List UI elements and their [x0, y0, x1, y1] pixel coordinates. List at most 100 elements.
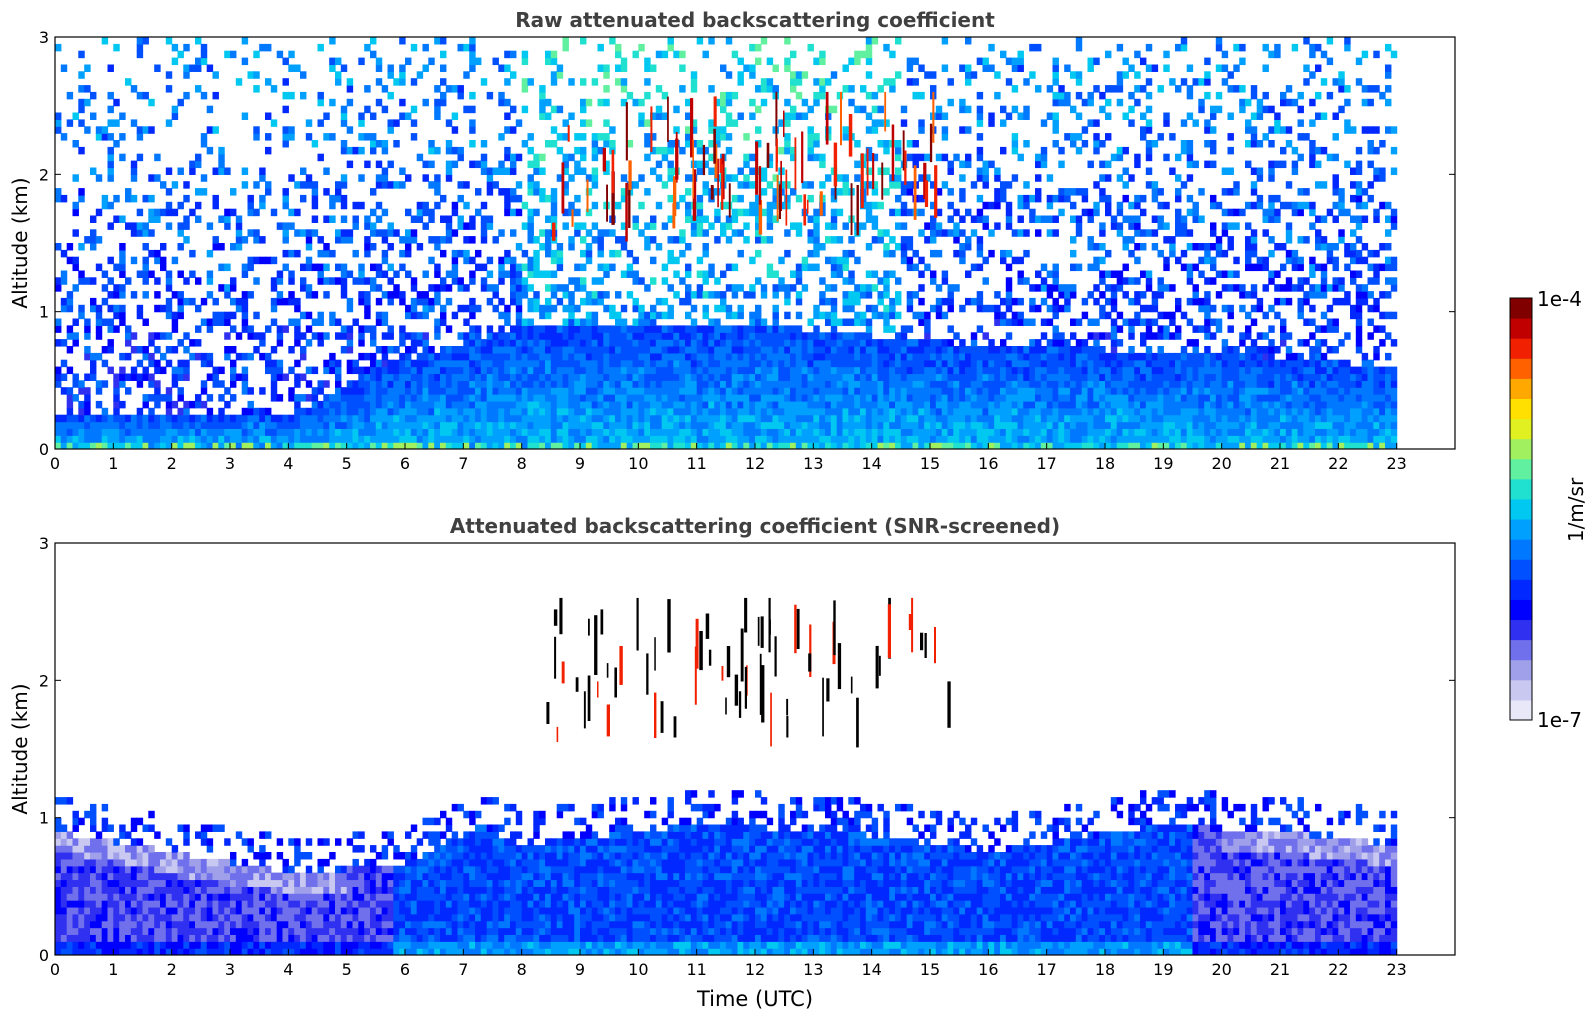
- heatmap-cell: [358, 339, 365, 347]
- heatmap-cell: [714, 407, 721, 416]
- heatmap-cell: [982, 304, 989, 313]
- heatmap-cell: [545, 332, 552, 340]
- heatmap-cell: [498, 442, 505, 449]
- heatmap-cell: [183, 407, 190, 416]
- heatmap-cell: [825, 414, 832, 423]
- heatmap-cell: [603, 407, 610, 416]
- heatmap-cell: [731, 359, 739, 368]
- heatmap-cell: [189, 428, 196, 436]
- heatmap-cell: [813, 222, 820, 230]
- heatmap-cell: [113, 263, 120, 272]
- heatmap-cell: [865, 359, 873, 368]
- heatmap-cell: [416, 400, 424, 409]
- heatmap-cell: [836, 346, 844, 354]
- heatmap-cell: [480, 394, 488, 402]
- heatmap-cell: [889, 380, 896, 388]
- heatmap-cell: [393, 346, 400, 354]
- heatmap-cell: [527, 284, 534, 292]
- heatmap-cell: [685, 311, 692, 320]
- heatmap-cell: [1040, 435, 1048, 443]
- heatmap-cell: [1046, 366, 1054, 375]
- heatmap-cell: [895, 174, 902, 182]
- heatmap-cell: [1064, 194, 1071, 203]
- heatmap-cell: [364, 215, 371, 223]
- heatmap-cell: [708, 407, 715, 416]
- heatmap-cell: [66, 346, 74, 354]
- heatmap-cell: [947, 98, 954, 107]
- heatmap-cell: [807, 352, 814, 361]
- heatmap-cell: [819, 414, 826, 423]
- heatmap-cell: [521, 442, 529, 449]
- heatmap-cell: [574, 414, 581, 423]
- heatmap-cell: [930, 359, 937, 368]
- heatmap-cell: [784, 366, 791, 375]
- heatmap-cell: [574, 373, 581, 381]
- heatmap-cell: [241, 270, 249, 278]
- heatmap-cell: [895, 71, 902, 79]
- heatmap-cell: [300, 229, 307, 237]
- heatmap-cell: [177, 435, 184, 443]
- heatmap-cell: [597, 277, 604, 285]
- heatmap-cell: [154, 421, 161, 429]
- heatmap-cell: [685, 435, 692, 443]
- heatmap-cell: [533, 352, 540, 361]
- heatmap-cell: [165, 407, 173, 416]
- heatmap-cell: [667, 442, 674, 449]
- heatmap-cell: [294, 407, 301, 416]
- heatmap-cell: [807, 229, 814, 237]
- heatmap-cell: [533, 366, 540, 375]
- heatmap-cell: [119, 414, 126, 423]
- heatmap-cell: [848, 297, 855, 306]
- heatmap-cell: [708, 318, 715, 326]
- heatmap-cell: [755, 318, 762, 326]
- heatmap-cell: [305, 407, 313, 416]
- heatmap-cell: [498, 133, 505, 141]
- heatmap-cell: [340, 407, 348, 416]
- heatmap-cell: [113, 140, 120, 148]
- heatmap-cell: [906, 64, 914, 72]
- heatmap-cell: [1040, 277, 1048, 285]
- heatmap-cell: [918, 153, 925, 162]
- heatmap-cell: [440, 421, 447, 429]
- heatmap-cell: [498, 428, 505, 436]
- heatmap-cell: [445, 366, 453, 375]
- heatmap-cell: [533, 387, 540, 395]
- heatmap-cell: [440, 387, 447, 395]
- heatmap-cell: [125, 352, 132, 361]
- heatmap-cell: [521, 428, 529, 436]
- heatmap-cell: [603, 359, 610, 368]
- heatmap-cell: [1000, 352, 1007, 361]
- heatmap-cell: [375, 201, 383, 210]
- heatmap-cell: [1023, 78, 1030, 86]
- heatmap-cell: [445, 85, 453, 93]
- heatmap-cell: [323, 249, 330, 258]
- heatmap-cell: [107, 325, 114, 333]
- heatmap-cell: [84, 325, 91, 333]
- heatmap-cell: [731, 229, 739, 237]
- heatmap-cell: [725, 37, 733, 45]
- heatmap-cell: [626, 421, 634, 429]
- heatmap-cell: [515, 270, 523, 278]
- heatmap-cell: [1099, 373, 1106, 381]
- heatmap-cell: [778, 359, 785, 368]
- heatmap-cell: [393, 229, 400, 237]
- heatmap-cell: [154, 332, 161, 340]
- heatmap-cell: [457, 332, 464, 340]
- heatmap-cell: [994, 442, 1001, 449]
- heatmap-cell: [825, 359, 832, 368]
- heatmap-cell: [673, 387, 680, 395]
- heatmap-cell: [1040, 442, 1048, 449]
- heatmap-cell: [673, 428, 680, 436]
- heatmap-cell: [107, 256, 114, 265]
- heatmap-cell: [813, 332, 820, 340]
- heatmap-cell: [609, 249, 616, 258]
- heatmap-cell: [778, 400, 785, 409]
- heatmap-cell: [90, 414, 97, 423]
- heatmap-cell: [1040, 407, 1048, 416]
- heatmap-cell: [947, 414, 954, 423]
- heatmap-cell: [270, 304, 278, 313]
- heatmap-cell: [556, 421, 564, 429]
- heatmap-cell: [1035, 43, 1042, 52]
- heatmap-cell: [416, 291, 424, 299]
- heatmap-cell: [498, 256, 505, 265]
